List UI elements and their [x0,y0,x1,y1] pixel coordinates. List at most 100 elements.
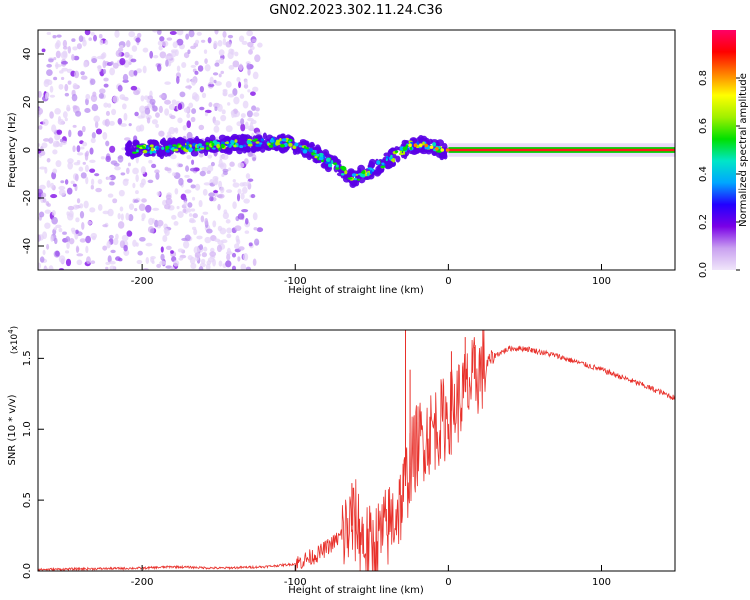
snr-x-axis-label: Height of straight line (km) [288,585,424,596]
ridge-core [380,165,386,169]
noise-blob [191,196,196,201]
noise-blob [225,81,232,88]
noise-blob [102,245,108,251]
ridge-core [233,144,238,148]
noise-blob [200,39,206,43]
x-tick-label: -200 [131,276,154,287]
noise-blob [87,220,93,225]
noise-blob [198,244,204,251]
noise-blob [181,62,187,68]
ridge-core [243,144,246,147]
noise-blob [171,50,177,58]
noise-blob [100,156,105,160]
noise-blob [174,188,179,195]
noise-blob [42,198,47,203]
noise-blob [178,177,184,186]
noise-blob [62,50,68,58]
noise-blob [194,252,201,258]
noise-blob [72,124,77,128]
ridge-blob [130,153,135,160]
noise-blob [219,227,227,235]
noise-blob [136,32,142,38]
ridge-core [367,167,373,170]
noise-blob [131,45,138,52]
ridge-blob [190,149,199,157]
noise-blob [203,49,208,54]
noise-blob [247,89,251,93]
noise-blob [140,166,146,175]
ridge-blob [368,160,375,168]
noise-blob [245,266,251,270]
noise-blob [217,40,223,47]
noise-blob [52,35,57,39]
noise-blob [189,217,195,223]
noise-blob [218,180,223,189]
ridge-core [316,153,320,157]
noise-blob [161,40,169,47]
noise-blob [88,37,92,41]
noise-blob [178,257,184,261]
ridge-core [206,146,210,149]
noise-blob [118,189,125,197]
colorbar-label: Normalized spectral amplitude [738,73,749,227]
noise-blob [196,31,202,36]
noise-blob [165,265,173,269]
noise-blob [121,96,129,101]
ridge-core [142,146,146,150]
x-tick-label: 0 [445,276,451,287]
noise-blob [85,150,89,157]
spectrogram-x-axis-label: Height of straight line (km) [288,285,424,296]
noise-blob [97,203,103,211]
noise-blob [208,192,215,198]
noise-blob [107,255,112,263]
noise-blob [155,172,160,180]
noise-blob [110,61,114,65]
ridge-core [186,141,189,146]
noise-blob [199,262,206,268]
noise-blob [178,163,183,168]
noise-blob [214,106,218,111]
noise-blob [67,45,72,54]
ridge-core [220,143,225,149]
noise-blob [185,85,192,89]
noise-blob [176,38,184,46]
noise-blob [65,236,71,243]
noise-blob [177,248,184,253]
noise-blob [188,102,194,109]
noise-blob [38,262,42,270]
noise-blob [46,63,52,68]
noise-blob [64,83,69,92]
noise-blob [111,108,117,116]
noise-blob [70,227,76,233]
noise-blob [250,91,256,96]
noise-blob [83,61,88,68]
noise-blob [46,31,52,36]
colorbar-tick-label: 0.2 [698,214,709,230]
noise-blob [132,239,137,248]
noise-blob [218,49,225,56]
ridge-peak [419,143,423,147]
noise-blob [240,118,245,125]
noise-blob [252,157,257,161]
noise-blob [119,45,124,49]
noise-blob [41,48,46,53]
noise-blob [44,166,48,174]
noise-blob [221,154,229,160]
noise-blob [201,166,208,172]
noise-blob [158,105,163,114]
noise-blob [68,129,72,138]
noise-blob [189,167,197,172]
noise-blob [182,208,187,214]
noise-blob [148,159,153,164]
noise-blob [146,117,151,124]
noise-blob [89,159,96,164]
noise-blob [171,214,177,220]
noise-blob [222,211,229,220]
noise-blob [128,123,132,127]
noise-blob [190,208,196,212]
noise-blob [227,102,231,106]
noise-blob [50,182,55,189]
x-tick-label: 0 [445,577,451,588]
noise-blob [194,70,199,75]
noise-blob [145,242,153,247]
